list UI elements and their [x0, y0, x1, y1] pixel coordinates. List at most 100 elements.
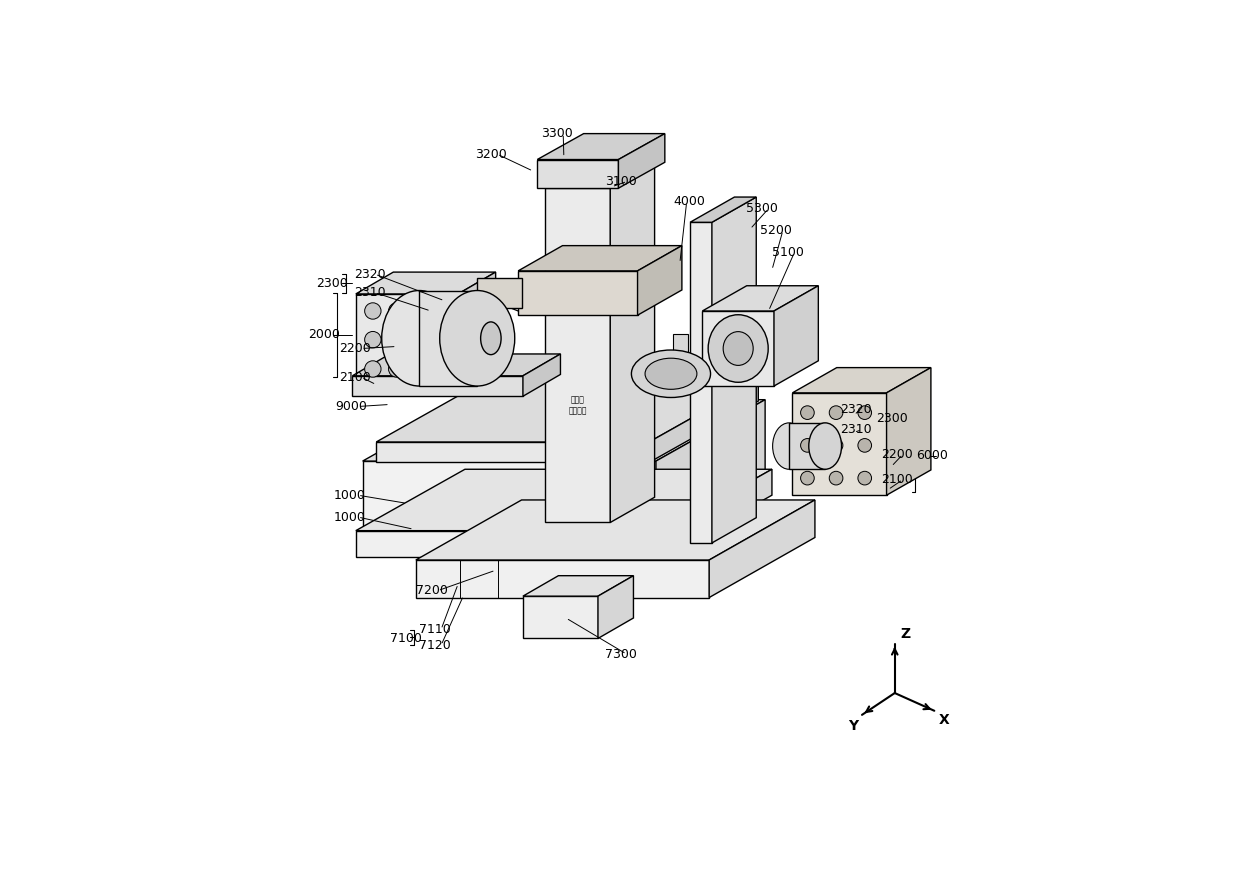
Circle shape — [858, 439, 872, 452]
Text: 7110: 7110 — [419, 623, 450, 636]
Text: 2300: 2300 — [316, 277, 348, 291]
Text: 5300: 5300 — [746, 202, 777, 215]
Circle shape — [388, 361, 405, 377]
Circle shape — [801, 471, 815, 485]
Text: 9000: 9000 — [335, 400, 367, 413]
Polygon shape — [518, 271, 637, 315]
Ellipse shape — [382, 291, 456, 386]
Ellipse shape — [773, 423, 805, 470]
Polygon shape — [537, 159, 619, 188]
Polygon shape — [702, 311, 774, 386]
Ellipse shape — [723, 331, 753, 365]
Text: 4000: 4000 — [673, 195, 706, 208]
Text: 2000: 2000 — [308, 329, 340, 341]
Text: 3300: 3300 — [542, 127, 573, 140]
Text: 整削仪
操作面板: 整削仪 操作面板 — [569, 396, 587, 416]
Polygon shape — [376, 381, 759, 442]
Polygon shape — [523, 354, 560, 396]
Polygon shape — [415, 560, 709, 597]
Text: Z: Z — [900, 627, 910, 641]
Polygon shape — [691, 197, 756, 222]
Polygon shape — [546, 163, 655, 188]
Polygon shape — [356, 294, 458, 386]
Circle shape — [365, 331, 381, 348]
Circle shape — [415, 331, 433, 348]
Polygon shape — [518, 245, 682, 271]
Circle shape — [830, 406, 843, 419]
Circle shape — [858, 406, 872, 419]
Polygon shape — [415, 500, 815, 560]
Polygon shape — [702, 286, 818, 311]
Text: 2310: 2310 — [355, 286, 386, 299]
Polygon shape — [792, 392, 887, 495]
Polygon shape — [887, 368, 931, 495]
Polygon shape — [663, 470, 773, 556]
Polygon shape — [419, 291, 477, 386]
Text: 7300: 7300 — [605, 648, 636, 661]
Text: Y: Y — [848, 719, 858, 733]
Text: 2200: 2200 — [882, 447, 913, 461]
Circle shape — [858, 471, 872, 485]
Circle shape — [365, 303, 381, 319]
Polygon shape — [537, 134, 665, 159]
Polygon shape — [610, 163, 655, 523]
Text: 2200: 2200 — [339, 342, 371, 355]
Circle shape — [801, 439, 815, 452]
Ellipse shape — [481, 322, 501, 354]
Text: 2100: 2100 — [882, 473, 913, 486]
Polygon shape — [774, 286, 818, 386]
Polygon shape — [376, 442, 650, 462]
Polygon shape — [709, 500, 815, 597]
Polygon shape — [356, 531, 663, 556]
Ellipse shape — [645, 358, 697, 389]
Ellipse shape — [440, 291, 515, 386]
Text: 7200: 7200 — [415, 584, 448, 597]
Text: 2320: 2320 — [355, 268, 386, 281]
Polygon shape — [523, 576, 634, 596]
Polygon shape — [650, 381, 759, 462]
Polygon shape — [546, 188, 610, 523]
Polygon shape — [356, 470, 773, 531]
Polygon shape — [362, 400, 765, 461]
Polygon shape — [352, 376, 523, 396]
Circle shape — [801, 406, 815, 419]
Text: 2320: 2320 — [841, 403, 872, 416]
Circle shape — [388, 303, 405, 319]
Circle shape — [830, 439, 843, 452]
Text: 5200: 5200 — [760, 224, 792, 237]
Ellipse shape — [808, 423, 842, 470]
Polygon shape — [477, 277, 522, 308]
Text: 2100: 2100 — [339, 370, 371, 384]
Polygon shape — [523, 596, 598, 639]
Text: 5100: 5100 — [773, 245, 804, 259]
Polygon shape — [691, 222, 712, 543]
Polygon shape — [619, 134, 665, 188]
Text: 7100: 7100 — [389, 632, 422, 645]
Text: 3100: 3100 — [605, 175, 636, 188]
Polygon shape — [789, 423, 825, 470]
Polygon shape — [458, 272, 496, 386]
Text: 2300: 2300 — [875, 412, 908, 424]
Polygon shape — [656, 400, 765, 536]
Ellipse shape — [631, 350, 711, 398]
Ellipse shape — [708, 315, 769, 382]
Text: 6000: 6000 — [916, 449, 949, 462]
Polygon shape — [712, 197, 756, 543]
Circle shape — [365, 361, 381, 377]
Circle shape — [388, 331, 405, 348]
Polygon shape — [673, 334, 688, 367]
Polygon shape — [598, 576, 634, 639]
Text: 7120: 7120 — [419, 639, 450, 652]
Circle shape — [830, 471, 843, 485]
Text: 1000: 1000 — [334, 510, 366, 524]
Polygon shape — [356, 272, 496, 294]
Text: 2310: 2310 — [841, 424, 872, 436]
Polygon shape — [362, 461, 656, 536]
Text: 1000: 1000 — [334, 489, 366, 501]
Circle shape — [415, 361, 433, 377]
Polygon shape — [792, 368, 931, 392]
Text: X: X — [939, 713, 949, 727]
Polygon shape — [637, 245, 682, 315]
Text: 3200: 3200 — [475, 148, 507, 160]
Polygon shape — [352, 354, 560, 376]
